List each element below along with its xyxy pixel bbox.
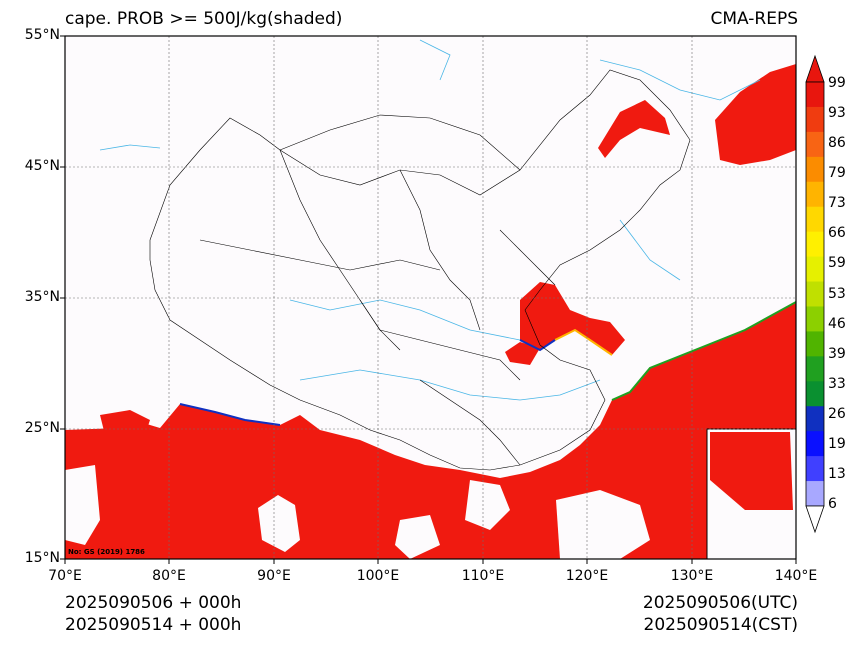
shade-northeast-1 — [598, 100, 670, 158]
colorbar-swatch — [806, 206, 824, 233]
graticule — [65, 36, 796, 559]
contour-edge-3 — [554, 328, 613, 356]
river-yangtze — [299, 369, 601, 401]
gap-2 — [465, 480, 510, 530]
colorbar-swatch — [806, 356, 824, 382]
map-approval-number: No: GS (2019) 1786 — [68, 548, 145, 556]
river-north — [419, 39, 451, 81]
mongolia-line — [279, 114, 521, 171]
colorbar-swatch — [806, 256, 824, 283]
colorbar-swatch — [806, 431, 824, 457]
lon-label-110: 110°E — [461, 568, 505, 584]
colorbar-label: 19 — [828, 435, 846, 452]
colorbar-label: 33 — [828, 375, 846, 392]
colorbar-swatch — [806, 481, 824, 507]
colorbar-label: 59 — [828, 255, 846, 272]
china-outline — [149, 69, 691, 471]
colorbar-label: 79 — [828, 165, 846, 182]
colorbar — [805, 54, 825, 534]
colorbar-top-arrow — [805, 54, 825, 83]
province-line-5 — [419, 379, 521, 466]
colorbar-label: 93 — [828, 105, 846, 122]
colorbar-swatch — [806, 231, 824, 258]
contour-edge-2 — [611, 301, 797, 401]
lon-label-70: 70°E — [48, 568, 82, 584]
colorbar-label: 99 — [828, 75, 846, 91]
colorbar-label: 66 — [828, 225, 846, 242]
province-line-3 — [199, 239, 441, 271]
colorbar-label: 39 — [828, 345, 846, 362]
lat-label-35: 35°N — [24, 289, 60, 305]
low-probability-gaps — [65, 465, 650, 559]
init-time-utc: 2025090506 + 000h — [65, 593, 242, 613]
tick-marks — [60, 35, 797, 564]
lon-label-100: 100°E — [356, 568, 400, 584]
province-line-4 — [359, 299, 521, 381]
contour-edge-1 — [179, 403, 281, 426]
gap-4 — [395, 515, 440, 559]
colorbar-label: 26 — [828, 405, 846, 422]
colorbar-swatch — [806, 156, 824, 183]
contour-edge-4 — [519, 339, 556, 352]
lat-label-55: 55°N — [24, 27, 60, 43]
shade-korea-japan-sea — [520, 282, 625, 355]
colorbar-swatch — [806, 82, 824, 108]
lake-balkhash — [99, 144, 161, 151]
lon-label-120: 120°E — [565, 568, 609, 584]
colorbar-swatch — [806, 106, 824, 133]
gap-3 — [556, 490, 650, 559]
valid-time-cst: 2025090514(CST) — [643, 615, 798, 635]
colorbar-label: 46 — [828, 315, 846, 332]
water-lines — [99, 39, 761, 401]
colorbar-label: 53 — [828, 285, 846, 302]
lat-label-15: 15°N — [24, 550, 60, 566]
shade-south-asia — [65, 302, 796, 559]
colorbar-swatch — [806, 406, 824, 432]
lon-label-140: 140°E — [774, 568, 818, 584]
lat-label-45: 45°N — [24, 158, 60, 174]
colorbar-label: 6 — [828, 496, 837, 512]
shade-india-west — [100, 410, 150, 455]
lon-label-130: 130°E — [670, 568, 714, 584]
colorbar-swatch — [806, 381, 824, 407]
map-title: cape. PROB >= 500J/kg(shaded) — [65, 9, 343, 29]
shade-bohai-coast — [505, 342, 540, 365]
colorbar-swatch — [806, 306, 824, 332]
province-line-6 — [499, 229, 556, 286]
province-line-2 — [399, 169, 481, 331]
model-name: CMA-REPS — [710, 9, 798, 29]
coast-korea — [619, 219, 681, 281]
colorbar-label: 73 — [828, 195, 846, 212]
river-yellow — [289, 299, 521, 341]
colorbar-swatch — [806, 131, 824, 158]
valid-time-utc: 2025090506(UTC) — [642, 593, 798, 613]
borders — [149, 69, 691, 471]
colorbar-swatch — [806, 331, 824, 357]
init-time-cst: 2025090514 + 000h — [65, 615, 242, 635]
colorbar-label: 13 — [828, 465, 846, 482]
colorbar-swatch — [806, 181, 824, 208]
gap-5 — [65, 465, 100, 545]
colorbar-swatch — [806, 456, 824, 482]
shade-northeast-2 — [715, 64, 796, 165]
gap-1 — [258, 495, 300, 552]
inset-shade — [710, 432, 793, 510]
shaded-probability-areas — [65, 64, 796, 559]
lon-label-80: 80°E — [152, 568, 186, 584]
lat-label-25: 25°N — [24, 420, 60, 436]
lon-label-90: 90°E — [257, 568, 291, 584]
colorbar-swatch — [806, 281, 824, 307]
river-amur — [599, 59, 761, 101]
colorbar-label: 86 — [828, 135, 846, 152]
colorbar-bottom-arrow — [805, 505, 825, 534]
